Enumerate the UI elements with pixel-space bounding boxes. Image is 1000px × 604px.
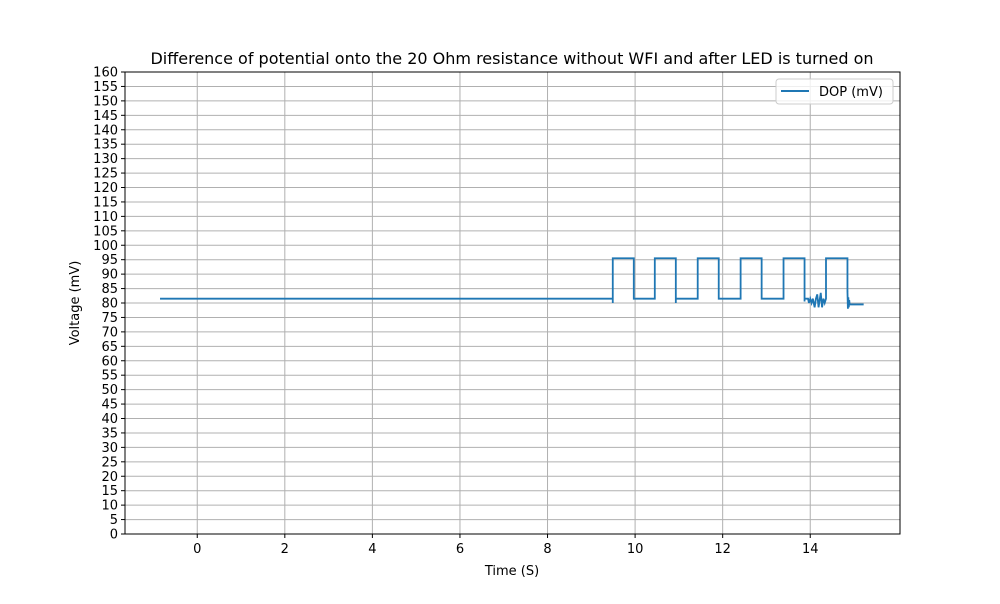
y-tick-label: 115 [93, 195, 118, 210]
x-tick-label: 0 [193, 542, 201, 557]
y-tick-label: 10 [101, 499, 118, 514]
grid [125, 71, 900, 535]
series-line-dop [160, 257, 864, 309]
x-tick-label: 2 [281, 542, 289, 557]
y-tick-label: 80 [101, 297, 118, 312]
series-layer [160, 257, 864, 309]
x-tick-label: 8 [543, 542, 551, 557]
axes: 0 2 4 6 8 10 12 1405101520253035404550556065707… [93, 66, 818, 558]
y-tick-label: 60 [101, 354, 118, 369]
y-tick-label: 50 [101, 383, 118, 398]
y-tick-label: 135 [93, 138, 118, 153]
y-tick-label: 140 [93, 123, 118, 138]
y-tick-label: 95 [101, 253, 118, 268]
y-tick-label: 145 [93, 109, 118, 124]
y-tick-label: 40 [101, 412, 118, 427]
x-tick-label: 6 [456, 542, 464, 557]
y-tick-label: 5 [110, 513, 118, 528]
y-tick-label: 55 [101, 369, 118, 384]
y-tick-label: 75 [101, 311, 118, 326]
y-tick-label: 35 [101, 426, 118, 441]
legend: DOP (mV) [775, 78, 894, 105]
y-tick-label: 155 [93, 80, 118, 95]
x-tick-label: 12 [714, 542, 731, 557]
y-tick-label: 120 [93, 181, 118, 196]
y-tick-label: 100 [93, 239, 118, 254]
x-tick-label: 10 [627, 542, 644, 557]
x-tick-label: 4 [368, 542, 376, 557]
y-tick-label: 85 [101, 282, 118, 297]
y-tick-label: 130 [93, 152, 118, 167]
y-tick-label: 160 [93, 66, 118, 81]
y-tick-label: 110 [93, 210, 118, 225]
legend-label: DOP (mV) [819, 85, 883, 100]
y-tick-label: 0 [110, 528, 118, 543]
chart-title: Difference of potential onto the 20 Ohm … [150, 49, 873, 68]
y-tick-label: 150 [93, 94, 118, 109]
y-tick-label: 125 [93, 167, 118, 182]
y-tick-label: 20 [101, 470, 118, 485]
y-axis-label: Voltage (mV) [68, 261, 83, 346]
y-tick-label: 70 [101, 325, 118, 340]
legend-box [775, 78, 894, 105]
x-axis-label: Time (S) [484, 564, 539, 579]
x-tick-label: 14 [802, 542, 819, 557]
plot-frame [124, 71, 901, 535]
y-tick-label: 45 [101, 398, 118, 413]
y-tick-label: 105 [93, 224, 118, 239]
y-tick-label: 90 [101, 268, 118, 283]
y-tick-label: 25 [101, 455, 118, 470]
y-tick-label: 30 [101, 441, 118, 456]
y-tick-label: 65 [101, 340, 118, 355]
y-tick-label: 15 [101, 484, 118, 499]
